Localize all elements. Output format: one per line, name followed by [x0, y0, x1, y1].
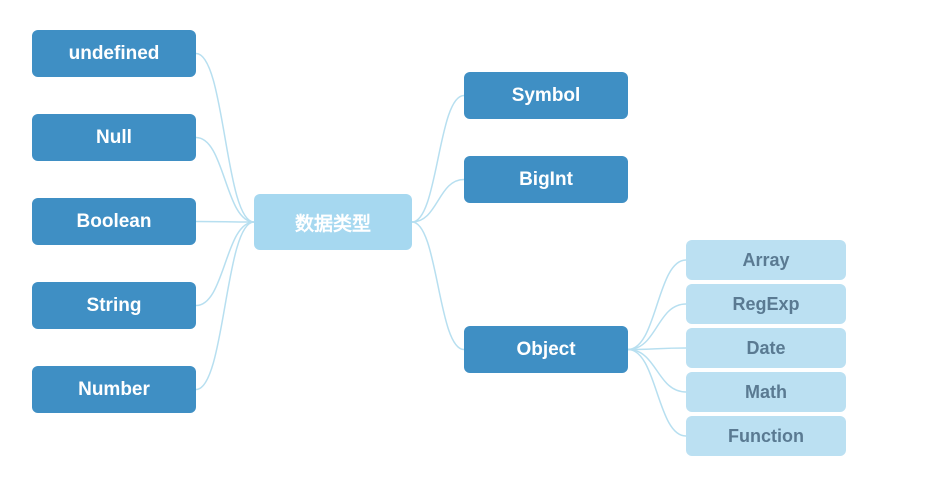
node-label: Boolean: [77, 211, 152, 233]
node-object[interactable]: Object: [464, 326, 628, 373]
node-math[interactable]: Math: [686, 372, 846, 412]
mindmap-stage: 数据类型 undefined Null Boolean String Numbe…: [0, 0, 931, 500]
node-array[interactable]: Array: [686, 240, 846, 280]
node-label: Array: [742, 250, 789, 271]
edge: [628, 350, 686, 393]
edge: [196, 222, 254, 390]
edge: [196, 54, 254, 223]
node-date[interactable]: Date: [686, 328, 846, 368]
node-bigint[interactable]: BigInt: [464, 156, 628, 203]
node-label: Null: [96, 127, 132, 149]
node-number[interactable]: Number: [32, 366, 196, 413]
node-label: Date: [746, 338, 785, 359]
edge: [412, 222, 464, 350]
node-label: Symbol: [512, 85, 581, 107]
node-label: Function: [728, 426, 804, 447]
node-label: Object: [516, 339, 575, 361]
node-label: BigInt: [519, 169, 573, 191]
node-root[interactable]: 数据类型: [254, 194, 412, 250]
node-label: 数据类型: [295, 209, 371, 236]
node-null[interactable]: Null: [32, 114, 196, 161]
node-label: Math: [745, 382, 787, 403]
edge: [628, 350, 686, 437]
edge: [412, 96, 464, 223]
edge: [196, 222, 254, 223]
edge: [628, 260, 686, 350]
node-label: RegExp: [732, 294, 799, 315]
node-symbol[interactable]: Symbol: [464, 72, 628, 119]
node-function[interactable]: Function: [686, 416, 846, 456]
node-undefined[interactable]: undefined: [32, 30, 196, 77]
node-regexp[interactable]: RegExp: [686, 284, 846, 324]
node-label: Number: [78, 379, 150, 401]
edge: [628, 304, 686, 350]
edge: [628, 348, 686, 350]
edge: [412, 180, 464, 223]
node-label: undefined: [69, 43, 160, 65]
node-label: String: [87, 295, 142, 317]
node-string[interactable]: String: [32, 282, 196, 329]
edge: [196, 138, 254, 223]
edge: [196, 222, 254, 306]
node-boolean[interactable]: Boolean: [32, 198, 196, 245]
